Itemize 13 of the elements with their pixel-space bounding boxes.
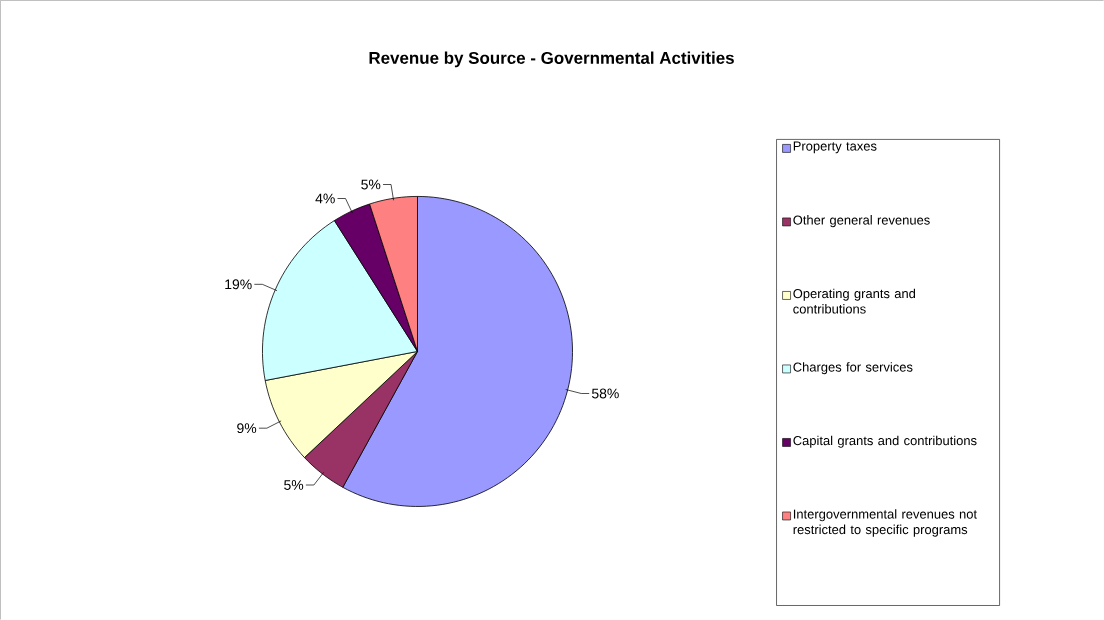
legend-label: Capital grants and contributions [793,435,977,448]
data-label: 5% [284,480,304,490]
data-label: 9% [237,423,257,434]
legend-label: Charges for services [793,362,913,375]
data-label: 5% [361,179,381,190]
data-label: 4% [315,193,335,204]
chart-title: Revenue by Source - Governmental Activities [369,51,734,68]
legend-label: Operating grants and contributions [793,288,916,314]
legend-label: Other general revenues [793,215,930,228]
legend-label: Intergovernmental revenues not restricted to specific programs [793,509,977,537]
legend-label: Property taxes [793,141,877,154]
data-label: 19% [225,279,252,290]
data-label: 58% [591,388,619,399]
